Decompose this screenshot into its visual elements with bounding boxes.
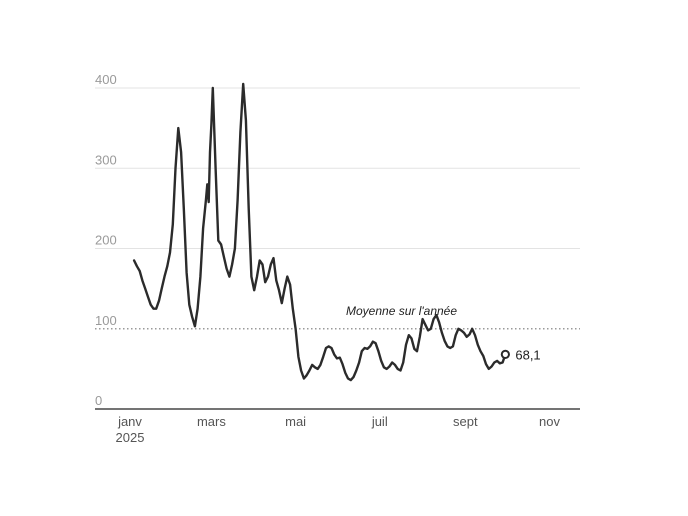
last-point-marker <box>500 349 510 359</box>
average-label: Moyenne sur l'année <box>346 304 457 318</box>
y-tick-label-300: 300 <box>95 152 117 167</box>
series-line <box>132 82 507 382</box>
last-value-label: 68,1 <box>515 347 540 362</box>
y-axis-labels: 0 100 200 300 400 <box>95 72 117 408</box>
gridlines <box>95 87 580 249</box>
x-tick-label-juil: juil <box>371 414 388 429</box>
x-tick-label-nov: nov <box>539 414 560 429</box>
x-tick-label-sept: sept <box>453 414 478 429</box>
y-tick-label-400: 400 <box>95 72 117 87</box>
x-tick-sublabel-2025: 2025 <box>116 430 145 445</box>
x-tick-label-mars: mars <box>197 414 226 429</box>
y-tick-label-200: 200 <box>95 233 117 248</box>
y-tick-label-0: 0 <box>95 393 102 408</box>
x-tick-label-janv: janv <box>117 414 142 429</box>
x-tick-label-mai: mai <box>285 414 306 429</box>
y-tick-label-100: 100 <box>95 313 117 328</box>
